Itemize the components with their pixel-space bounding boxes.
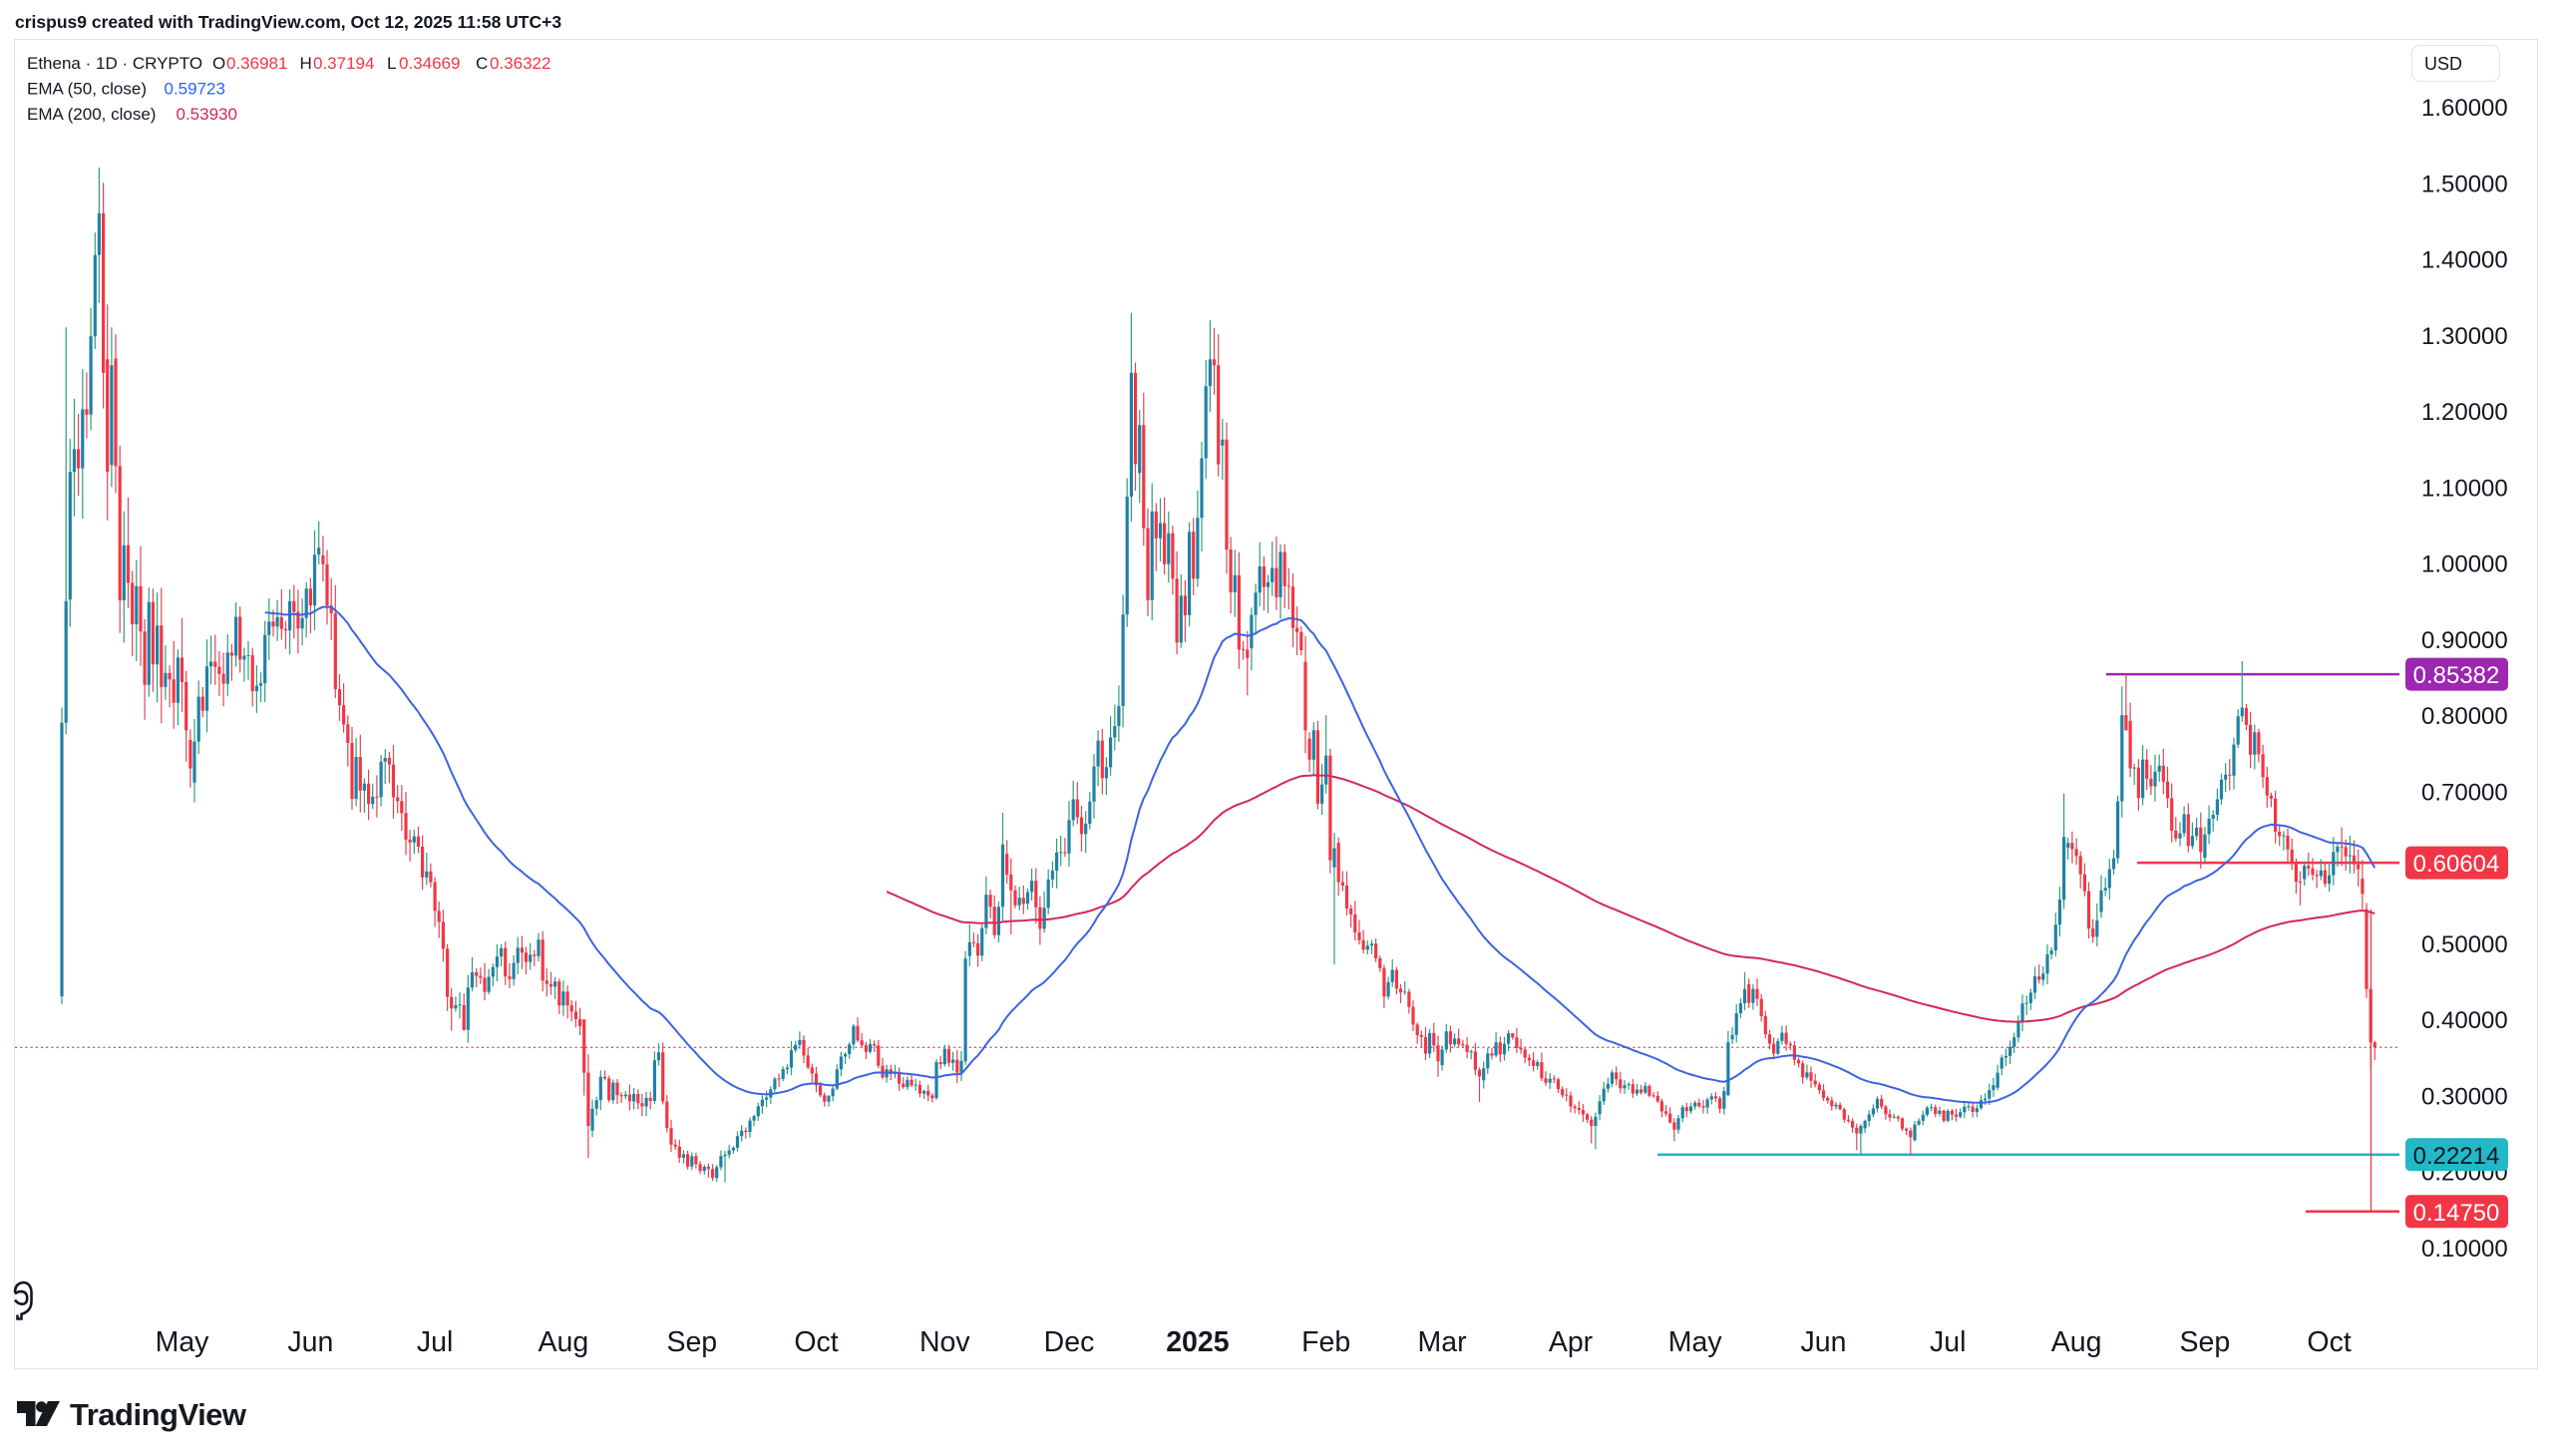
svg-text:Sep: Sep: [2180, 1326, 2231, 1358]
svg-text:0.30000: 0.30000: [2421, 1084, 2508, 1111]
svg-text:Apr: Apr: [1549, 1326, 1594, 1358]
svg-text:L: L: [387, 54, 396, 73]
svg-text:Dec: Dec: [1044, 1326, 1095, 1358]
svg-text:Feb: Feb: [1301, 1326, 1350, 1358]
svg-text:Oct: Oct: [794, 1326, 838, 1358]
svg-text:0.85382: 0.85382: [2413, 662, 2500, 689]
svg-text:1.00000: 1.00000: [2421, 551, 2508, 578]
svg-text:0.59723: 0.59723: [165, 80, 225, 99]
svg-text:0.70000: 0.70000: [2421, 779, 2508, 806]
svg-text:0.53930: 0.53930: [177, 105, 237, 124]
svg-text:TradingView: TradingView: [70, 1397, 247, 1432]
svg-text:Aug: Aug: [539, 1326, 589, 1358]
svg-text:0.36322: 0.36322: [490, 54, 550, 73]
svg-text:0.37194: 0.37194: [313, 54, 374, 73]
svg-text:Nov: Nov: [919, 1326, 970, 1358]
svg-text:1.20000: 1.20000: [2421, 399, 2508, 426]
svg-text:Jul: Jul: [417, 1326, 453, 1358]
svg-text:1.50000: 1.50000: [2421, 171, 2508, 197]
svg-text:2025: 2025: [1166, 1326, 1230, 1358]
svg-text:Sep: Sep: [666, 1326, 717, 1358]
svg-text:EMA (200, close): EMA (200, close): [27, 105, 156, 124]
svg-text:Jun: Jun: [1801, 1326, 1847, 1358]
svg-text:0.14750: 0.14750: [2413, 1200, 2500, 1227]
svg-text:May: May: [156, 1326, 210, 1358]
svg-text:Mar: Mar: [1418, 1326, 1468, 1358]
svg-text:Aug: Aug: [2051, 1326, 2102, 1358]
svg-text:1.40000: 1.40000: [2421, 247, 2508, 274]
svg-text:0.40000: 0.40000: [2421, 1007, 2508, 1034]
svg-text:Ethena · 1D · CRYPTO: Ethena · 1D · CRYPTO: [27, 54, 202, 73]
svg-text:Jun: Jun: [287, 1326, 333, 1358]
svg-text:May: May: [1668, 1326, 1723, 1358]
svg-text:EMA (50, close): EMA (50, close): [27, 80, 147, 99]
svg-text:0.50000: 0.50000: [2421, 931, 2508, 958]
svg-text:1.10000: 1.10000: [2421, 475, 2508, 502]
svg-text:0.60604: 0.60604: [2413, 851, 2500, 878]
svg-text:1.30000: 1.30000: [2421, 323, 2508, 350]
svg-text:H: H: [300, 54, 312, 73]
svg-text:crispus9 created with TradingV: crispus9 created with TradingView.com, O…: [15, 12, 561, 32]
svg-text:Jul: Jul: [1930, 1326, 1966, 1358]
svg-text:O: O: [212, 54, 225, 73]
svg-text:0.34669: 0.34669: [399, 54, 460, 73]
svg-text:0.90000: 0.90000: [2421, 627, 2508, 654]
svg-text:0.22214: 0.22214: [2413, 1143, 2500, 1170]
svg-text:0.10000: 0.10000: [2421, 1236, 2508, 1263]
svg-text:Oct: Oct: [2307, 1326, 2351, 1358]
svg-text:1.60000: 1.60000: [2421, 95, 2508, 122]
svg-text:C: C: [476, 54, 488, 73]
svg-text:USD: USD: [2424, 54, 2462, 74]
svg-text:0.80000: 0.80000: [2421, 703, 2508, 730]
svg-text:0.36981: 0.36981: [226, 54, 287, 73]
